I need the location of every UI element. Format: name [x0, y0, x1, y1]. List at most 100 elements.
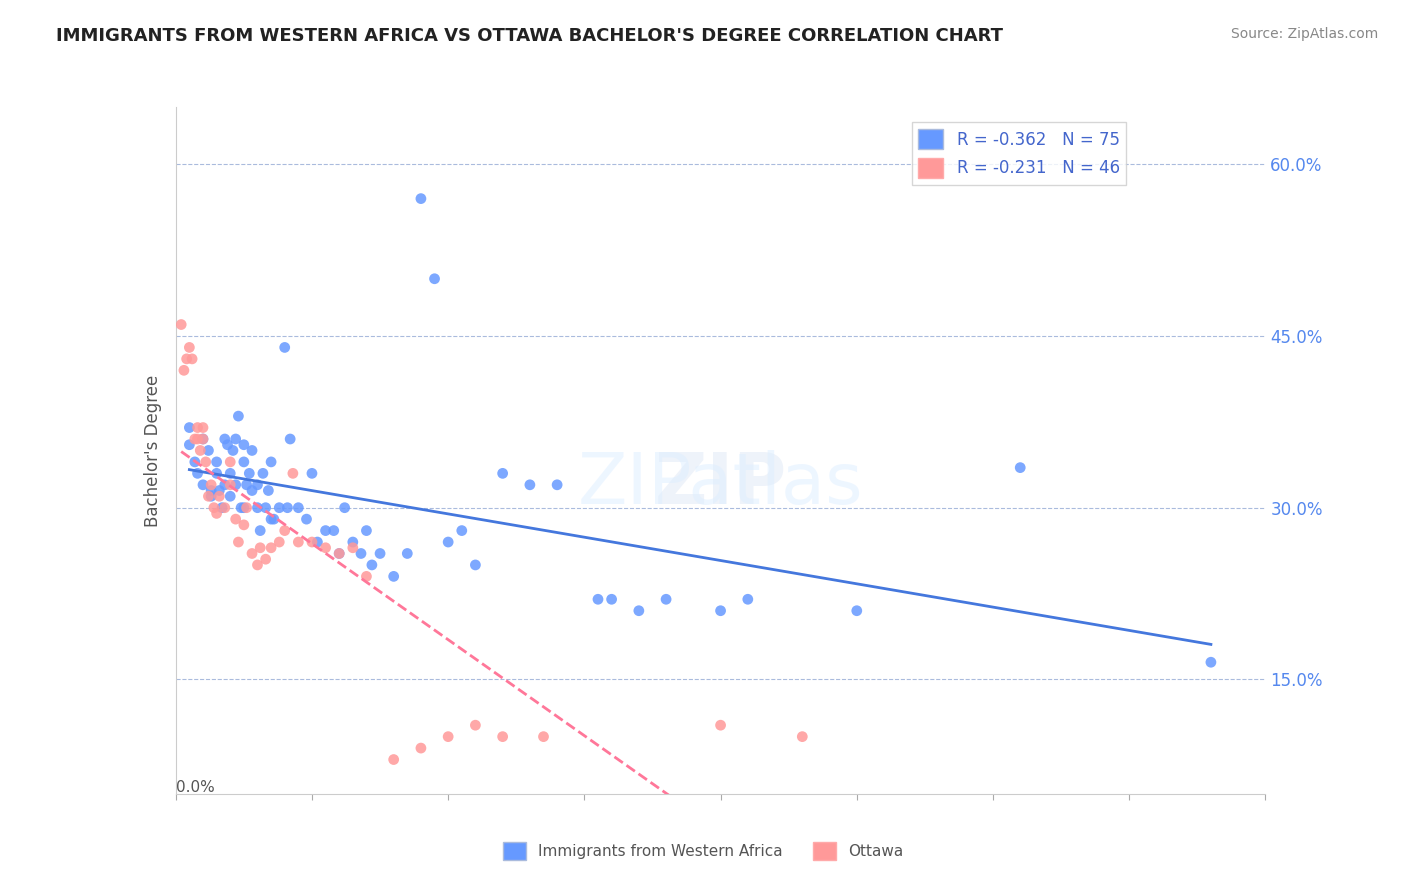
Point: [333, 500, 356, 515]
Point: [437, 535, 460, 549]
Point: [232, 517, 254, 532]
Point: [191, 420, 214, 434]
Point: [238, 467, 260, 481]
Point: [586, 592, 609, 607]
Point: [342, 541, 364, 555]
Point: [546, 478, 568, 492]
Point: [301, 467, 323, 481]
Point: [173, 363, 195, 377]
Point: [423, 271, 446, 285]
Point: [232, 455, 254, 469]
Legend: R = -0.362   N = 75, R = -0.231   N = 46: R = -0.362 N = 75, R = -0.231 N = 46: [911, 122, 1126, 185]
Point: [246, 558, 269, 572]
Point: [276, 500, 298, 515]
Point: [200, 489, 222, 503]
Point: [202, 500, 225, 515]
Point: [186, 467, 209, 481]
Point: [260, 541, 283, 555]
Point: [301, 535, 323, 549]
Point: [328, 546, 350, 561]
Point: [600, 592, 623, 607]
Point: [492, 730, 515, 744]
Point: [194, 455, 217, 469]
Point: [200, 478, 222, 492]
Point: [208, 483, 231, 498]
Point: [287, 535, 309, 549]
Point: [295, 512, 318, 526]
Point: [396, 546, 419, 561]
Point: [307, 535, 329, 549]
Legend: Immigrants from Western Africa, Ottawa: Immigrants from Western Africa, Ottawa: [496, 836, 910, 866]
Point: [263, 512, 285, 526]
Point: [211, 500, 233, 515]
Point: [197, 489, 219, 503]
Point: [214, 432, 236, 446]
Point: [179, 341, 201, 355]
Point: [179, 438, 201, 452]
Point: [225, 512, 247, 526]
Point: [315, 541, 337, 555]
Text: IMMIGRANTS FROM WESTERN AFRICA VS OTTAWA BACHELOR'S DEGREE CORRELATION CHART: IMMIGRANTS FROM WESTERN AFRICA VS OTTAWA…: [56, 27, 1004, 45]
Point: [260, 455, 283, 469]
Point: [464, 558, 486, 572]
Text: 0.0%: 0.0%: [176, 780, 215, 795]
Point: [232, 438, 254, 452]
Point: [246, 500, 269, 515]
Point: [219, 489, 242, 503]
Y-axis label: Bachelor's Degree: Bachelor's Degree: [143, 375, 162, 526]
Point: [845, 604, 868, 618]
Point: [222, 443, 245, 458]
Point: [240, 443, 263, 458]
Point: [274, 341, 297, 355]
Point: [188, 443, 211, 458]
Point: [219, 478, 242, 492]
Point: [269, 535, 291, 549]
Point: [176, 351, 198, 366]
Point: [792, 730, 814, 744]
Point: [737, 592, 759, 607]
Point: [254, 552, 277, 566]
Point: [214, 500, 236, 515]
Point: [231, 500, 253, 515]
Point: [356, 524, 378, 538]
Point: [225, 432, 247, 446]
Point: [257, 483, 280, 498]
Point: [315, 524, 337, 538]
Point: [252, 467, 274, 481]
Point: [260, 512, 283, 526]
Point: [281, 467, 304, 481]
Point: [225, 478, 247, 492]
Point: [342, 535, 364, 549]
Point: [368, 546, 391, 561]
Point: [710, 604, 733, 618]
Point: [437, 730, 460, 744]
Point: [197, 443, 219, 458]
Point: [205, 455, 228, 469]
Point: [246, 478, 269, 492]
Point: [200, 483, 222, 498]
Point: [208, 489, 231, 503]
Point: [627, 604, 650, 618]
Point: [186, 420, 209, 434]
Point: [191, 478, 214, 492]
Point: [450, 524, 472, 538]
Text: ZIP: ZIP: [654, 450, 787, 519]
Point: [249, 541, 271, 555]
Point: [710, 718, 733, 732]
Point: [186, 432, 209, 446]
Point: [232, 500, 254, 515]
Point: [205, 467, 228, 481]
Point: [519, 478, 541, 492]
Point: [184, 432, 207, 446]
Point: [328, 546, 350, 561]
Point: [382, 569, 405, 583]
Point: [287, 500, 309, 515]
Point: [350, 546, 373, 561]
Point: [322, 524, 344, 538]
Point: [382, 753, 405, 767]
Point: [219, 467, 242, 481]
Point: [214, 478, 236, 492]
Point: [249, 524, 271, 538]
Point: [254, 500, 277, 515]
Point: [492, 467, 515, 481]
